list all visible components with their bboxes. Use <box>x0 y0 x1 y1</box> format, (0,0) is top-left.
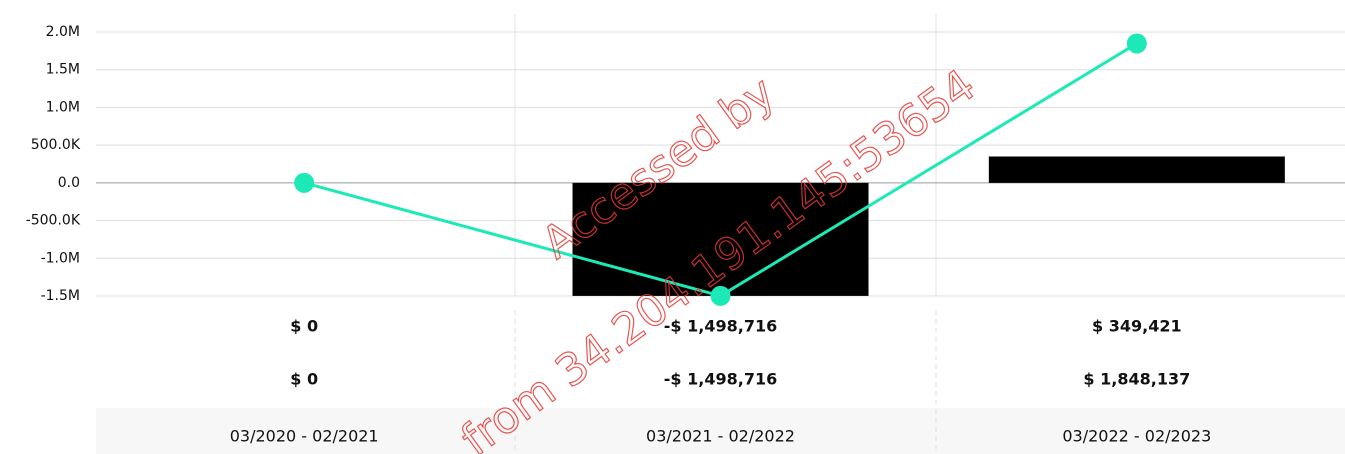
y-tick-label: 0.0 <box>58 175 80 191</box>
value-label: -$ 1,498,716 <box>664 317 777 336</box>
value-label: $ 0 <box>290 370 318 389</box>
y-tick-label: 1.5M <box>46 62 80 78</box>
x-tick-label: 03/2021 - 02/2022 <box>646 427 795 446</box>
y-tick-label: -1.0M <box>41 250 80 266</box>
y-tick-label: 2.0M <box>46 24 80 40</box>
y-tick-label: -500.0K <box>26 213 81 229</box>
y-tick-label: 1.0M <box>46 99 80 115</box>
bar <box>988 156 1285 183</box>
value-label: $ 1,848,137 <box>1083 370 1190 389</box>
value-label: -$ 1,498,716 <box>664 370 777 389</box>
y-tick-label: 500.0K <box>31 137 81 153</box>
line-point <box>294 172 315 193</box>
bar <box>572 182 869 296</box>
y-tick-label: -1.5M <box>41 288 80 304</box>
x-tick-label: 03/2022 - 02/2023 <box>1062 427 1211 446</box>
category-band <box>96 408 1345 454</box>
line-point <box>710 285 731 306</box>
line-point <box>1126 33 1147 54</box>
value-label: $ 0 <box>290 317 318 336</box>
x-tick-label: 03/2020 - 02/2021 <box>230 427 379 446</box>
value-label: $ 349,421 <box>1092 317 1182 336</box>
